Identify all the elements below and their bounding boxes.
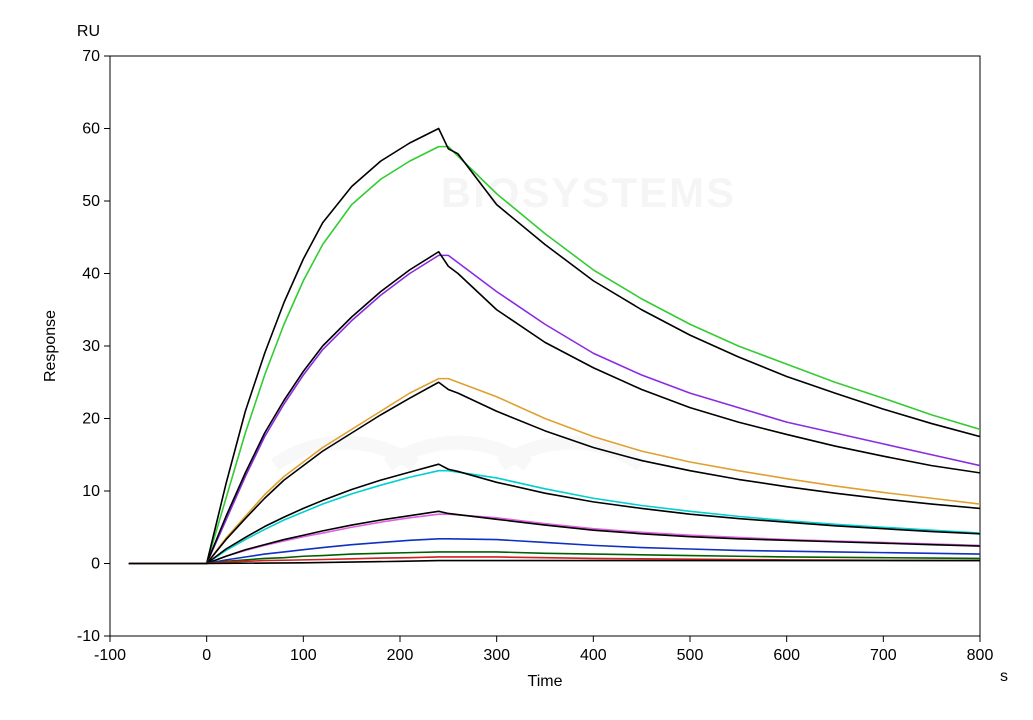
- svg-text:300: 300: [483, 647, 510, 664]
- svg-text:70: 70: [82, 48, 100, 65]
- svg-text:50: 50: [82, 193, 100, 210]
- x-unit-label: s: [1000, 668, 1008, 685]
- x-axis-title: Time: [528, 673, 563, 690]
- svg-text:700: 700: [870, 647, 897, 664]
- y-unit-label: RU: [77, 23, 100, 40]
- svg-text:400: 400: [580, 647, 607, 664]
- watermark-text: BIOSYSTEMS: [441, 169, 736, 216]
- svg-text:20: 20: [82, 411, 100, 428]
- svg-text:10: 10: [82, 483, 100, 500]
- svg-text:0: 0: [91, 556, 100, 573]
- svg-text:600: 600: [773, 647, 800, 664]
- svg-text:0: 0: [202, 647, 211, 664]
- svg-text:100: 100: [290, 647, 317, 664]
- svg-text:-10: -10: [77, 628, 100, 645]
- svg-text:500: 500: [677, 647, 704, 664]
- svg-text:60: 60: [82, 121, 100, 138]
- svg-text:30: 30: [82, 338, 100, 355]
- chart-background: [0, 0, 1033, 720]
- svg-text:40: 40: [82, 266, 100, 283]
- y-axis-title: Response: [42, 310, 59, 382]
- svg-text:200: 200: [387, 647, 414, 664]
- svg-text:-100: -100: [94, 647, 126, 664]
- svg-text:800: 800: [967, 647, 994, 664]
- sensorgram-chart: RUsBIOSYSTEMS-10001002003004005006007008…: [0, 0, 1033, 720]
